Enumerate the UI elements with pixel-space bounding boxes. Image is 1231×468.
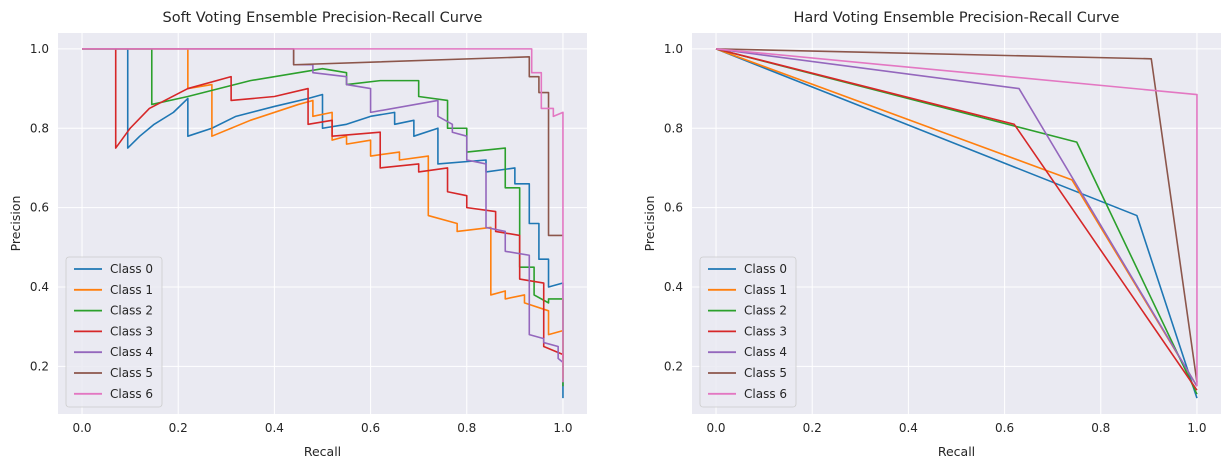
- legend-label: Class 2: [110, 304, 153, 318]
- series-line-class-3: [715, 48, 1198, 391]
- chart-panel-1: 0.0 0.2 0.4 0.6 0.8 1.0 0.2 0.4 0.6 0.8 1.0 Hard Vo…: [642, 10, 1221, 459]
- chart-panel-0: 0.0 0.2 0.4 0.6 0.8 1.0 0.2 0.4 0.6 0.8 1.0 Soft Vo…: [8, 10, 587, 459]
- series-line-class-4: [82, 48, 564, 364]
- y-tick-label: 0.8: [664, 121, 683, 135]
- x-tick-label: 0.4: [899, 421, 918, 435]
- x-tick-label: 0.0: [706, 421, 725, 435]
- legend-label: Class 2: [744, 304, 787, 318]
- x-tick-label: 0.8: [457, 421, 476, 435]
- series-line-class-0: [82, 48, 564, 399]
- x-tick-label: 1.0: [1187, 421, 1206, 435]
- legend: Class 0 Class 1 Class 2 Class 3 Class 4 Class…: [65, 256, 163, 408]
- legend-label: Class 4: [744, 345, 787, 359]
- legend-label: Class 6: [110, 387, 153, 401]
- y-tick-label: 1.0: [664, 42, 683, 56]
- x-tick-label: 0.0: [72, 421, 91, 435]
- legend-label: Class 0: [744, 262, 787, 276]
- y-tick-label: 0.2: [664, 359, 683, 373]
- series-line-class-6: [715, 48, 1198, 387]
- x-tick-label: 1.0: [553, 421, 572, 435]
- x-axis-label: Recall: [938, 444, 975, 459]
- y-tick-label: 0.4: [664, 280, 683, 294]
- series-line-class-1: [82, 48, 564, 379]
- x-tick-label: 0.6: [361, 421, 380, 435]
- legend-label: Class 0: [110, 262, 153, 276]
- series-line-class-6: [82, 48, 564, 383]
- legend: Class 0 Class 1 Class 2 Class 3 Class 4 Class…: [699, 256, 797, 408]
- legend-label: Class 6: [744, 387, 787, 401]
- series-line-class-0: [715, 48, 1198, 399]
- y-tick-label: 0.2: [30, 359, 49, 373]
- legend-label: Class 5: [744, 366, 787, 380]
- legend-label: Class 1: [744, 283, 787, 297]
- legend-label: Class 3: [744, 324, 787, 338]
- legend-label: Class 4: [110, 345, 153, 359]
- x-tick-label: 0.2: [803, 421, 822, 435]
- chart-title: Soft Voting Ensemble Precision-Recall Cu…: [163, 10, 483, 26]
- legend-box: [699, 256, 797, 408]
- y-tick-label: 0.4: [30, 280, 49, 294]
- series-line-class-3: [114, 48, 564, 359]
- series-line-class-5: [716, 48, 1198, 383]
- x-axis-label: Recall: [304, 444, 341, 459]
- y-tick-label: 0.6: [30, 201, 49, 215]
- legend-label: Class 3: [110, 324, 153, 338]
- y-tick-label: 0.8: [30, 121, 49, 135]
- y-axis-label: Precision: [8, 196, 23, 252]
- y-tick-label: 0.6: [664, 201, 683, 215]
- x-tick-label: 0.4: [265, 421, 284, 435]
- x-tick-label: 0.2: [169, 421, 188, 435]
- legend-label: Class 1: [110, 283, 153, 297]
- chart-title: Hard Voting Ensemble Precision-Recall Cu…: [794, 10, 1120, 26]
- series-line-class-2: [82, 48, 564, 387]
- y-axis-label: Precision: [642, 196, 657, 252]
- x-tick-label: 0.8: [1091, 421, 1110, 435]
- legend-label: Class 5: [110, 366, 153, 380]
- legend-box: [65, 256, 163, 408]
- y-tick-label: 1.0: [30, 42, 49, 56]
- series-line-class-4: [715, 48, 1198, 387]
- series-line-class-5: [82, 48, 563, 237]
- x-tick-label: 0.6: [995, 421, 1014, 435]
